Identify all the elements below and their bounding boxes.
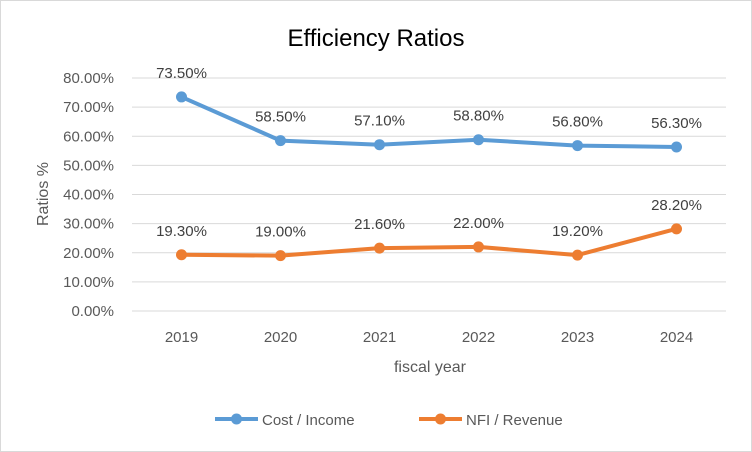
legend-marker [435, 413, 446, 425]
y-tick-label: 50.00% [63, 157, 114, 174]
data-label: 19.00% [255, 224, 306, 241]
data-label: 19.20% [552, 223, 603, 240]
data-point [473, 134, 484, 146]
data-label: 58.80% [453, 108, 504, 125]
legend-marker [231, 413, 242, 425]
data-point [671, 223, 682, 235]
data-label: 73.50% [156, 65, 207, 82]
data-label: 21.60% [354, 216, 405, 233]
x-tick-label: 2022 [462, 329, 495, 346]
series-line [180, 95, 677, 150]
data-point [374, 242, 385, 254]
y-axis-label: Ratios % [35, 162, 52, 226]
data-label: 58.50% [255, 109, 306, 126]
x-tick-label: 2023 [561, 329, 594, 346]
x-tick-label: 2024 [660, 329, 693, 346]
y-tick-label: 0.00% [71, 303, 114, 320]
y-tick-label: 40.00% [63, 187, 114, 204]
legend-label: Cost / Income [262, 412, 355, 429]
series-line [181, 226, 678, 258]
x-axis-label: fiscal year [394, 359, 467, 376]
y-tick-label: 10.00% [63, 274, 114, 291]
x-tick-label: 2021 [363, 329, 396, 346]
data-label: 19.30% [156, 223, 207, 240]
chart-title: Efficiency Ratios [288, 25, 465, 52]
data-label: 57.10% [354, 113, 405, 130]
legend-label: NFI / Revenue [466, 412, 563, 429]
data-point [275, 135, 286, 147]
data-point [473, 241, 484, 253]
y-tick-label: 20.00% [63, 245, 114, 262]
data-point [572, 249, 583, 261]
data-label: 22.00% [453, 215, 504, 232]
data-label: 56.80% [552, 114, 603, 131]
y-tick-label: 70.00% [63, 99, 114, 116]
data-point [176, 91, 187, 103]
data-label: 56.30% [651, 115, 702, 132]
x-tick-label: 2020 [264, 329, 297, 346]
data-point [671, 141, 682, 153]
data-label: 28.20% [651, 197, 702, 214]
data-point [176, 249, 187, 261]
data-point [275, 250, 286, 262]
data-point [374, 139, 385, 151]
x-tick-label: 2019 [165, 329, 198, 346]
data-point [572, 140, 583, 152]
y-tick-label: 30.00% [63, 216, 114, 233]
y-tick-label: 60.00% [63, 128, 114, 145]
y-tick-label: 80.00% [63, 70, 114, 87]
